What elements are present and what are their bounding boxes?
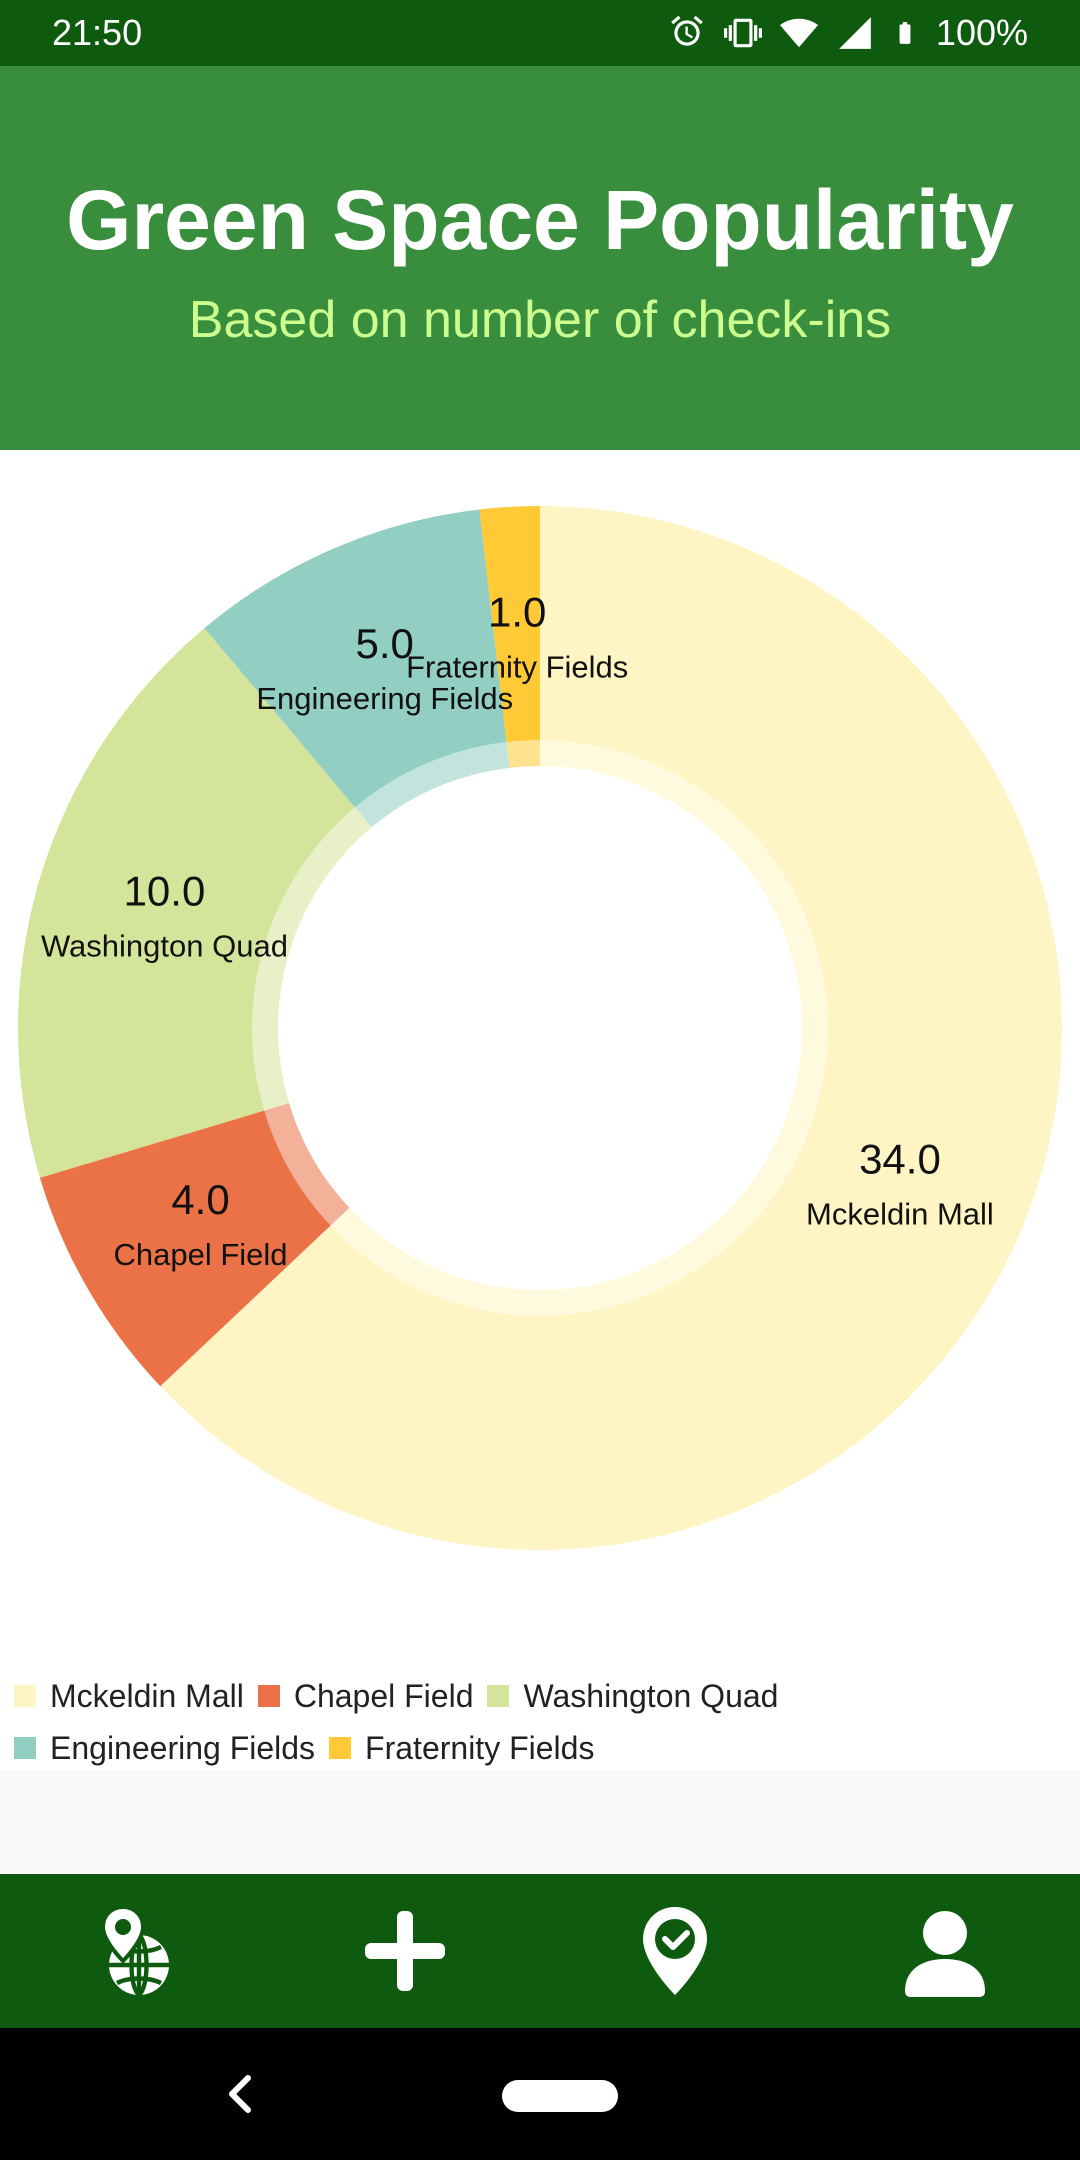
- nav-add-button[interactable]: [338, 1884, 473, 2019]
- globe-location-icon: [100, 1904, 169, 1997]
- legend-item-mckeldin-mall[interactable]: Mckeldin Mall: [14, 1678, 244, 1715]
- status-bar: 21:50 100%: [0, 0, 1080, 66]
- slice-category-label: Chapel Field: [113, 1237, 287, 1272]
- battery-icon: [899, 22, 911, 44]
- slice-category-label: Fraternity Fields: [406, 650, 628, 685]
- check-location-icon: [643, 1907, 707, 1995]
- legend-swatch: [14, 1737, 36, 1759]
- slice-fraternity-fields[interactable]: [479, 506, 540, 768]
- legend-item-fraternity-fields[interactable]: Fraternity Fields: [329, 1730, 594, 1767]
- slice-value-label: 5.0: [356, 620, 414, 667]
- alarm-icon: [671, 15, 703, 46]
- slice-category-label: Engineering Fields: [256, 681, 513, 716]
- legend-label: Mckeldin Mall: [50, 1677, 244, 1714]
- legend-swatch: [487, 1685, 510, 1707]
- legend-swatch: [14, 1685, 36, 1707]
- slice-value-label: 34.0: [859, 1135, 941, 1182]
- donut-chart[interactable]: 34.0 Mckeldin Mall 4.0 Chapel Field 10.0 Wash…: [0, 450, 1080, 1770]
- vibrate-icon: [723, 18, 762, 48]
- legend-item-engineering-fields[interactable]: Engineering Fields: [14, 1730, 315, 1767]
- battery-percent: 100%: [935, 12, 1028, 53]
- chart-area: 34.0 Mckeldin Mall 4.0 Chapel Field 10.0 Wash…: [0, 450, 1080, 1770]
- add-icon: [365, 1911, 445, 1991]
- legend-label: Fraternity Fields: [365, 1729, 595, 1766]
- slice-mckeldin-mall[interactable]: [160, 506, 1062, 1550]
- person-icon: [905, 1911, 985, 1997]
- bottom-nav: [0, 1874, 1080, 2028]
- slice-washington-quad[interactable]: [18, 628, 372, 1178]
- slice-category-label: Washington Quad: [41, 929, 288, 964]
- slice-chapel-field[interactable]: [39, 1103, 350, 1387]
- legend-label: Engineering Fields: [50, 1729, 316, 1766]
- legend-row: Mckeldin Mall Chapel Field Washington Quad: [14, 1670, 1074, 1722]
- header: Green Space Popularity Based on number o…: [0, 66, 1080, 450]
- nav-checkin-button[interactable]: [608, 1884, 743, 2019]
- legend-swatch: [257, 1685, 280, 1707]
- back-icon[interactable]: [220, 2072, 260, 2116]
- signal-icon: [839, 17, 871, 49]
- legend-item-washington-quad[interactable]: Washington Quad: [487, 1678, 778, 1715]
- slice-category-label: Mckeldin Mall: [806, 1196, 994, 1231]
- donut-inner-ring: [252, 740, 828, 1316]
- slice-value-label: 1.0: [488, 589, 546, 636]
- nav-profile-button[interactable]: [878, 1884, 1013, 2019]
- legend-label: Chapel Field: [293, 1677, 474, 1714]
- spacer: [0, 1770, 1080, 1874]
- slice-engineering-fields[interactable]: [204, 509, 510, 828]
- legend-item-chapel-field[interactable]: Chapel Field: [257, 1677, 474, 1715]
- page-title: Green Space Popularity: [66, 173, 1014, 267]
- system-nav-bar: [0, 2028, 1080, 2160]
- status-icons: 100%: [668, 12, 1028, 54]
- wifi-icon: [779, 18, 818, 48]
- slice-value-label: 4.0: [171, 1176, 229, 1223]
- legend-label: Washington Quad: [523, 1677, 779, 1714]
- page-subtitle: Based on number of check-ins: [188, 291, 892, 349]
- legend-row: Engineering Fields Fraternity Fields: [14, 1722, 1074, 1774]
- home-button[interactable]: [502, 2080, 618, 2112]
- status-time: 21:50: [52, 12, 143, 53]
- slice-value-label: 10.0: [124, 868, 206, 915]
- legend-swatch: [329, 1737, 352, 1759]
- nav-map-button[interactable]: [68, 1884, 203, 2019]
- chart-legend: Mckeldin Mall Chapel Field Washington Quad…: [14, 1670, 1074, 1774]
